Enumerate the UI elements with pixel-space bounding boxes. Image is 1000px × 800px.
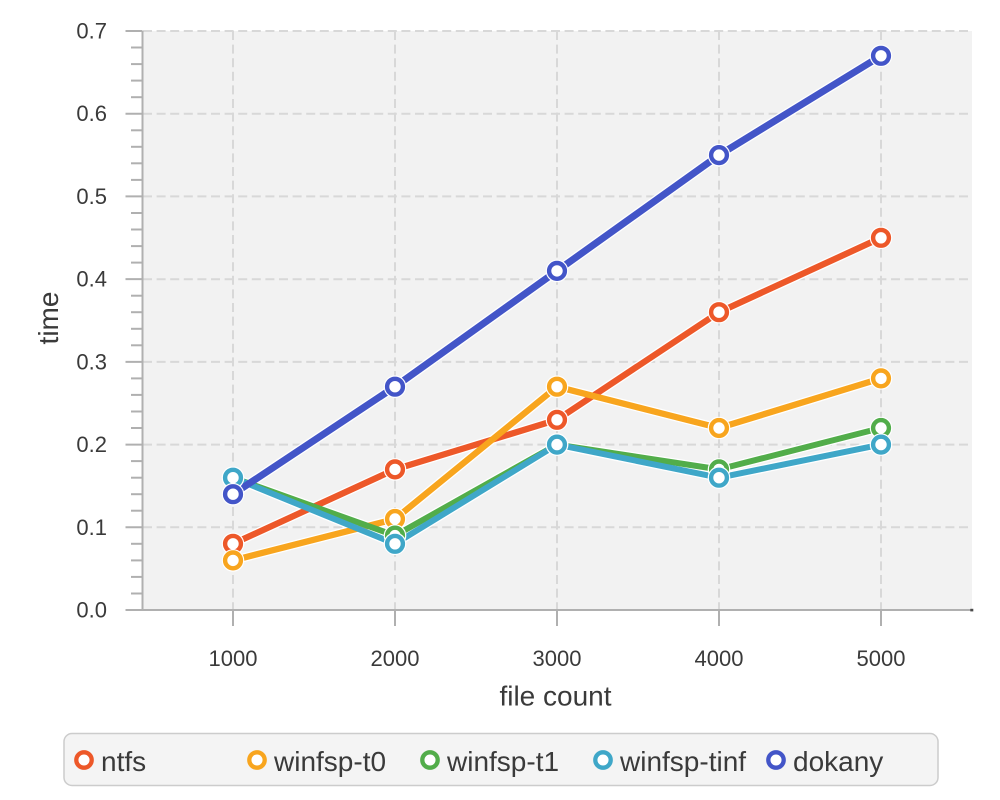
svg-text:5000: 5000	[857, 646, 906, 671]
svg-text:winfsp-t0: winfsp-t0	[273, 746, 386, 777]
svg-text:file count: file count	[499, 681, 611, 712]
svg-text:3000: 3000	[533, 646, 582, 671]
svg-text:4000: 4000	[695, 646, 744, 671]
svg-text:0.4: 0.4	[76, 267, 107, 292]
svg-text:0.6: 0.6	[76, 101, 107, 126]
svg-text:winfsp-t1: winfsp-t1	[446, 746, 559, 777]
svg-text:0.0: 0.0	[76, 598, 107, 623]
svg-text:dokany: dokany	[793, 746, 883, 777]
svg-text:2000: 2000	[371, 646, 420, 671]
svg-text:1000: 1000	[209, 646, 258, 671]
svg-text:0.5: 0.5	[76, 184, 107, 209]
svg-text:0.2: 0.2	[76, 432, 107, 457]
svg-text:0.1: 0.1	[76, 515, 107, 540]
svg-text:0.3: 0.3	[76, 349, 107, 374]
svg-text:winfsp-tinf: winfsp-tinf	[619, 746, 746, 777]
svg-text:ntfs: ntfs	[101, 746, 146, 777]
svg-text:time: time	[33, 292, 64, 345]
svg-text:0.7: 0.7	[76, 19, 107, 44]
